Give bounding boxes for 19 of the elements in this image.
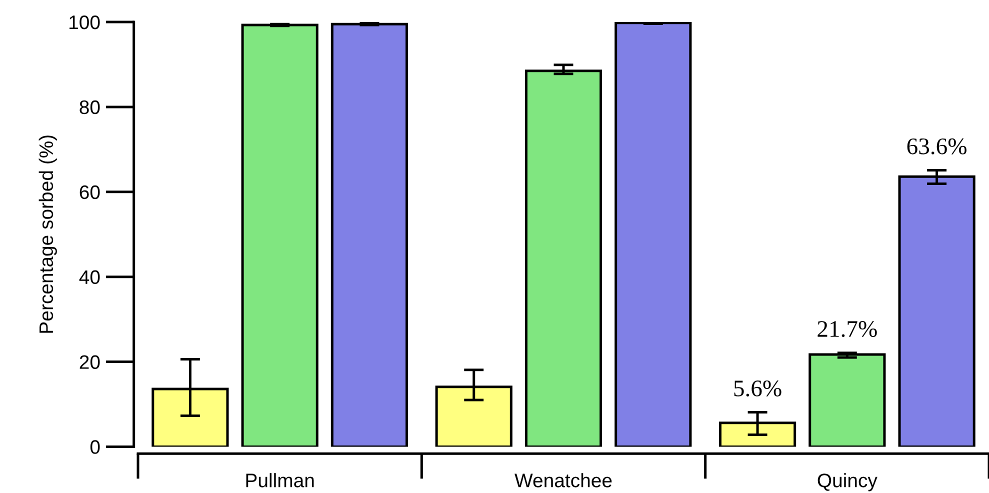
bar xyxy=(898,175,976,447)
bar xyxy=(524,70,602,447)
y-tick-label: 100 xyxy=(70,15,100,30)
x-tick-label: Quincy xyxy=(818,473,878,492)
x-tick-label: Pullman xyxy=(246,473,314,488)
y-tick-label: 60 xyxy=(80,185,100,200)
y-tick-label: 20 xyxy=(80,355,100,369)
bar xyxy=(614,22,692,447)
data-label: 5.6% xyxy=(734,380,782,396)
data-label: 63.6% xyxy=(907,138,966,154)
data-label: 21.7% xyxy=(818,321,877,338)
bar xyxy=(241,24,318,447)
bar xyxy=(330,22,408,447)
x-tick-label: Wenatchee xyxy=(514,473,612,488)
bar xyxy=(808,353,886,447)
y-tick-label: 0 xyxy=(90,440,100,454)
y-axis-title: Percentage sorbed (%) xyxy=(38,136,57,333)
y-tick-label: 40 xyxy=(79,270,100,284)
y-tick-label: 80 xyxy=(80,100,100,114)
